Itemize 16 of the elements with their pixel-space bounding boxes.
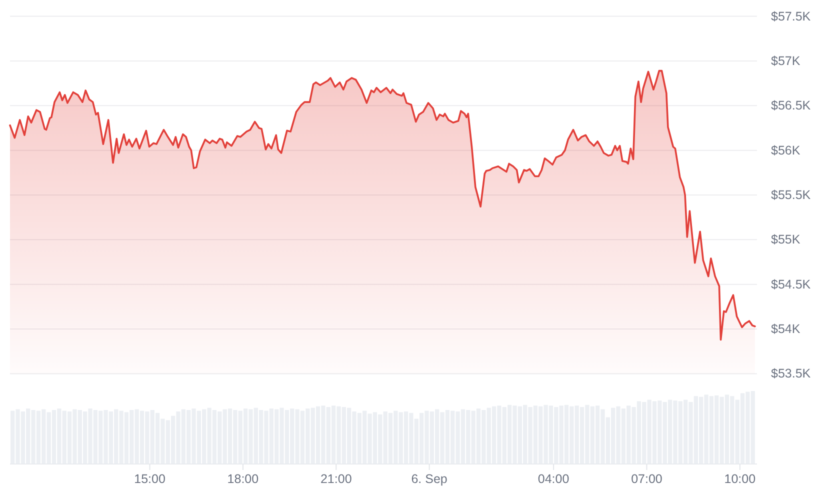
y-tick-label: $55.5K xyxy=(771,188,812,202)
x-tick-label: 18:00 xyxy=(227,472,259,486)
y-tick-label: $54K xyxy=(771,322,801,336)
y-tick-label: $56.5K xyxy=(771,98,812,113)
y-tick-label: $53.5K xyxy=(771,366,812,381)
y-tick-label: $57K xyxy=(771,54,801,68)
y-tick-label: $54.5K xyxy=(771,277,812,292)
x-tick-label: 10:00 xyxy=(724,472,756,486)
x-tick-label: 04:00 xyxy=(538,472,570,486)
x-tick-label: 6. Sep xyxy=(411,472,448,486)
x-tick-label: 21:00 xyxy=(320,472,352,486)
x-tick-label: 15:00 xyxy=(134,472,166,486)
x-tick-label: 07:00 xyxy=(631,472,662,486)
y-tick-label: $56K xyxy=(771,143,801,158)
y-tick-label: $57.5K xyxy=(771,9,812,24)
y-tick-label: $55K xyxy=(771,232,801,247)
